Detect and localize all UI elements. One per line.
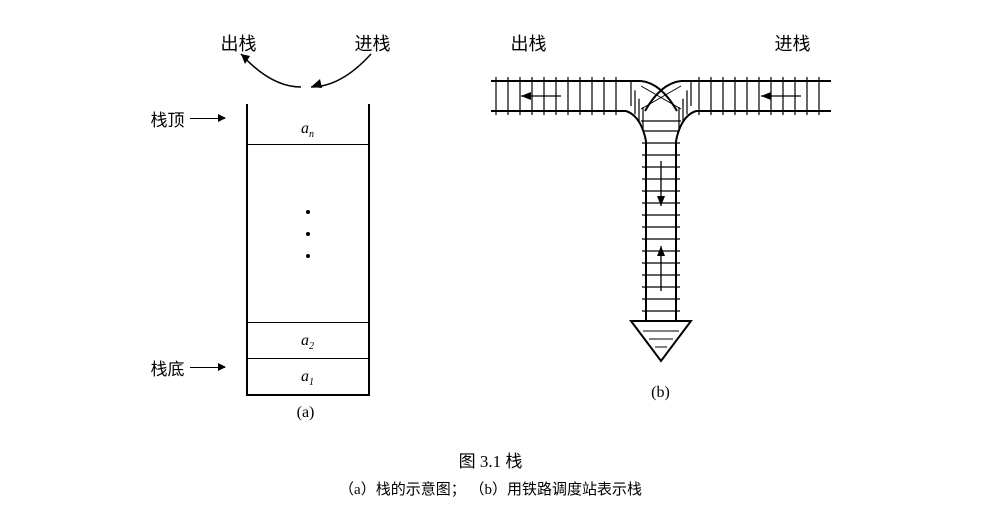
diagram-b-railway-stack: 出栈 进栈 — [491, 30, 831, 402]
railway-diagram — [491, 61, 831, 371]
figure-caption-main: 图 3.1 栈 — [20, 447, 961, 472]
stack-top-label: 栈顶 — [151, 106, 225, 131]
sub-label-b: (b) — [491, 384, 831, 402]
arrow-down-push — [657, 161, 665, 206]
in-stack-label-b: 进栈 — [775, 30, 811, 56]
curved-arrows-a — [221, 52, 391, 92]
stack-cell-a1: a1 — [248, 359, 368, 394]
stack-ellipsis-dots — [248, 184, 368, 284]
diagram-a-stack-schematic: 出栈 进栈 栈顶 栈底 an a2 — [151, 30, 411, 422]
stack-cell-an: an — [248, 114, 368, 145]
stack-box: an a2 a1 — [246, 104, 370, 396]
stack-cell-a2: a2 — [248, 322, 368, 359]
sub-label-a: (a) — [246, 404, 366, 422]
stack-bottom-label: 栈底 — [151, 355, 225, 380]
arrow-up-pop — [657, 246, 665, 291]
out-stack-label-b: 出栈 — [511, 30, 547, 56]
arrow-out-left — [521, 92, 561, 100]
figure-caption-sub: （a）栈的示意图； （b）用铁路调度站表示栈 — [20, 478, 961, 499]
